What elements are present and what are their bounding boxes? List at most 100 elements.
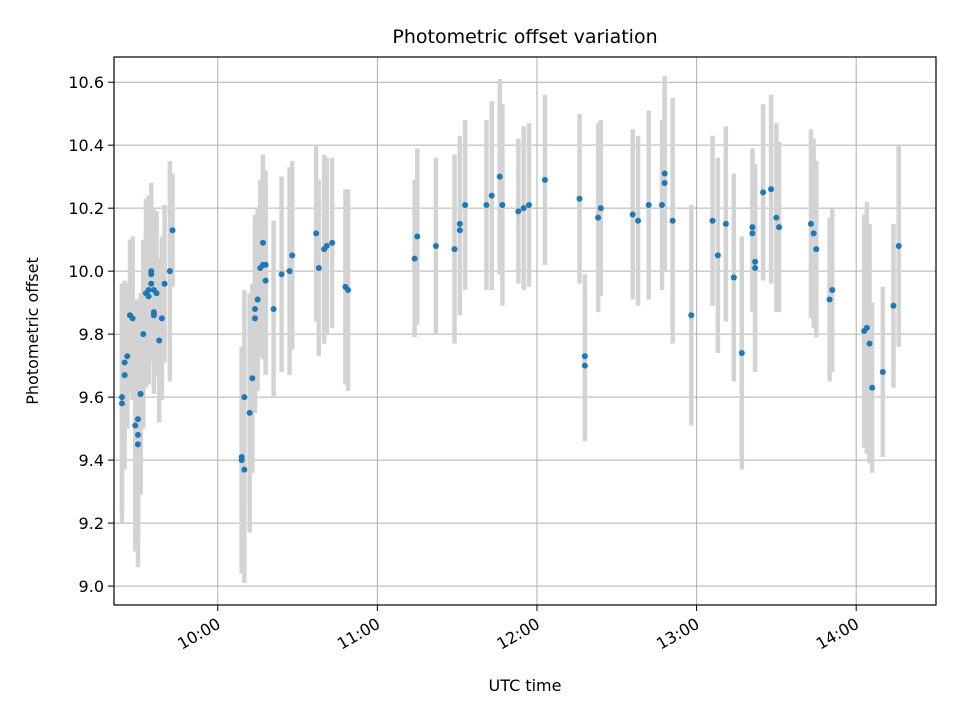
data-point [262,277,269,284]
data-point [829,287,836,294]
data-point [810,230,817,237]
data-point [722,220,729,227]
y-tick-label: 10.4 [68,136,104,155]
data-point [709,217,716,224]
y-tick-label: 10.0 [68,262,104,281]
data-point [890,302,897,309]
data-point [645,202,652,209]
data-point [169,227,176,234]
data-point [629,211,636,218]
data-point [414,233,421,240]
data-point [249,375,256,382]
data-point [826,296,833,303]
data-point [137,390,144,397]
data-point [597,205,604,212]
data-point [345,287,352,294]
data-point [661,170,668,177]
data-point [148,268,155,275]
data-point [254,296,261,303]
data-point [158,315,165,322]
data-point [863,324,870,331]
data-point [145,293,152,300]
data-point [576,195,583,202]
data-point [773,214,780,221]
data-point [661,179,668,186]
data-point [483,202,490,209]
data-point [289,252,296,259]
data-point [246,409,253,416]
data-point [515,208,522,215]
data-point [148,280,155,287]
data-point [749,224,756,231]
data-point [813,246,820,253]
data-point [156,337,163,344]
data-point [238,457,245,464]
data-point [241,394,248,401]
y-axis-label: Photometric offset [23,257,42,405]
data-point [499,202,506,209]
y-tick-label: 9.6 [79,388,104,407]
data-point [749,230,756,237]
data-point [488,192,495,199]
data-point [278,271,285,278]
y-tick-label: 9.8 [79,325,104,344]
data-point [251,305,258,312]
data-point [635,217,642,224]
data-point [124,353,131,360]
data-point [752,265,759,272]
data-point [520,205,527,212]
data-point [752,258,759,265]
data-point [738,350,745,357]
data-point [714,252,721,259]
data-point [259,239,266,246]
data-point [451,246,458,253]
data-point [456,227,463,234]
data-point [145,287,152,294]
data-point [313,230,320,237]
data-point [134,416,141,423]
data-point [134,431,141,438]
data-point [161,280,168,287]
data-point [525,202,532,209]
data-point [879,368,886,375]
data-point [462,202,469,209]
data-point [129,315,136,322]
data-point [581,353,588,360]
data-point [688,312,695,319]
data-point [807,220,814,227]
y-tick-label: 10.6 [68,73,104,92]
data-point [760,189,767,196]
data-point [270,305,277,312]
data-point [241,466,248,473]
data-point [153,290,160,297]
data-point [118,400,125,407]
data-point [659,202,665,209]
data-point [118,394,125,401]
data-point [329,239,336,246]
data-point [323,242,330,249]
data-point [541,176,548,183]
y-tick-label: 9.4 [79,451,104,470]
data-point [866,340,873,347]
chart-title: Photometric offset variation [392,26,657,48]
data-point [730,274,737,281]
data-point [496,173,503,180]
data-point [262,261,269,268]
data-point [895,242,902,249]
data-point [669,217,676,224]
data-point [768,186,775,193]
data-point [456,220,463,227]
data-point [251,315,258,322]
data-point [581,362,588,369]
data-point [166,268,173,275]
y-tick-label: 9.0 [79,577,104,596]
data-points [118,170,902,473]
data-point [432,242,439,249]
data-point [411,255,418,262]
y-axis: 9.0 9.2 9.4 9.6 9.8 10.0 10.2 10.4 10.6 [68,73,114,596]
data-point [150,312,157,319]
y-tick-label: 9.2 [79,514,104,533]
data-point [121,359,128,366]
data-point [286,268,293,275]
data-point [134,441,141,448]
